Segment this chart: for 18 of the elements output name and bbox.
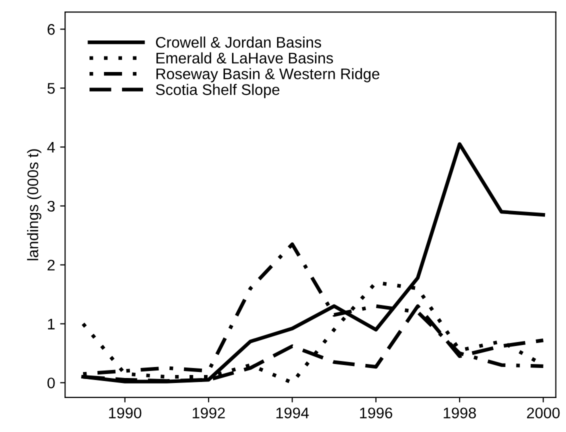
legend-label: Scotia Shelf Slope [156,84,280,98]
y-axis-title: landings (000s t) [27,149,42,260]
y-tick-label: 1 [48,318,55,330]
y-tick-label: 0 [47,378,55,388]
legend-label: Emerald & LaHave Basins [156,52,334,64]
x-tick-label: 1992 [192,408,225,418]
y-tick-label: 4 [47,142,55,153]
x-tick-label: 1996 [360,408,392,418]
x-tick-label: 1994 [276,408,309,418]
x-tick-label: 2000 [527,408,560,418]
y-tick-label: 3 [47,200,55,212]
y-tick-label: 6 [48,24,55,35]
legend-label: Crowell & Jordan Basins [156,36,322,48]
y-tick-label: 2 [48,260,55,270]
legend-label: Roseway Basin & Western Ridge [156,68,380,82]
y-tick-label: 5 [47,83,55,94]
x-tick-label: 1998 [444,408,476,418]
x-tick-label: 1990 [109,408,142,418]
